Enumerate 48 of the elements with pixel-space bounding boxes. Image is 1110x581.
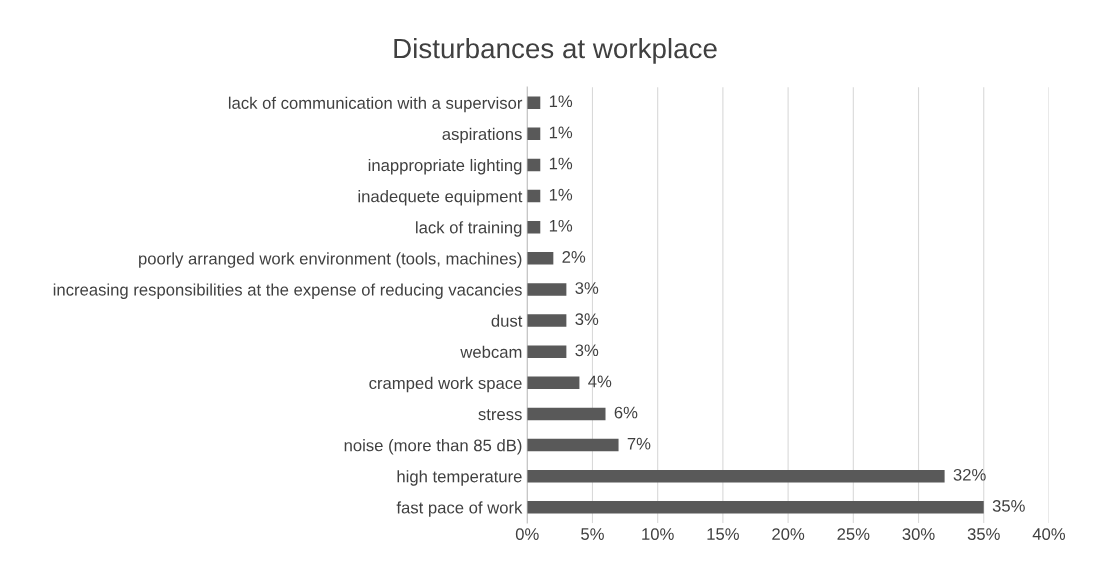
data-label: 3%	[575, 282, 599, 294]
bar	[527, 501, 984, 514]
bar	[527, 283, 567, 296]
y-tick-label: high temperature	[397, 470, 522, 486]
chart-title: Disturbances at workplace	[394, 37, 717, 64]
data-label: 4%	[588, 375, 612, 388]
x-tick-label: 30%	[902, 528, 935, 540]
y-tick-label: increasing responsibilities at the expense of reducing vacancies	[53, 283, 522, 299]
y-tick-label: inadequete equipment	[358, 190, 523, 206]
x-tick-label: 10%	[642, 528, 674, 540]
data-label: 1%	[549, 157, 573, 170]
y-tick-label: cramped work space	[369, 376, 522, 393]
bar	[527, 407, 606, 421]
x-tick-label: 35%	[967, 528, 1000, 540]
data-label: 6%	[614, 406, 638, 419]
bar	[527, 469, 945, 483]
bar	[527, 376, 580, 390]
bar	[527, 345, 567, 358]
bar	[527, 252, 554, 265]
y-tick-label: lack of training	[416, 221, 522, 237]
y-tick-label: inappropriate lighting	[368, 158, 522, 175]
x-tick-label: 15%	[707, 528, 739, 540]
data-label: 2%	[562, 251, 586, 263]
bar	[527, 314, 567, 327]
data-label: 3%	[575, 313, 599, 326]
y-tick-label: dust	[491, 314, 523, 327]
x-tick-label: 40%	[1032, 528, 1066, 540]
data-label: 32%	[953, 468, 986, 481]
bar	[527, 96, 541, 109]
y-tick-label: noise (more than 85 dB)	[344, 439, 522, 455]
data-label: 7%	[627, 437, 651, 450]
bar	[527, 438, 619, 452]
x-tick-label: 0%	[515, 528, 539, 540]
data-label: 1%	[549, 126, 573, 139]
y-tick-label: aspirations	[442, 127, 522, 144]
x-tick-label: 25%	[837, 528, 870, 540]
x-tick-label: 20%	[772, 528, 805, 540]
y-tick-label: fast pace of work	[396, 501, 523, 517]
data-label: 1%	[549, 95, 573, 108]
y-tick-label: lack of communication with a supervisor	[228, 96, 523, 113]
y-tick-label: poorly arranged work environment (tools, machines)	[139, 252, 522, 268]
data-label: 35%	[992, 500, 1025, 512]
data-label: 1%	[549, 188, 573, 201]
data-label: 1%	[549, 219, 573, 232]
y-tick-label: stress	[478, 409, 522, 421]
x-tick-label: 5%	[581, 528, 604, 540]
y-tick-label: webcam	[460, 345, 522, 358]
data-label: 3%	[575, 344, 599, 357]
